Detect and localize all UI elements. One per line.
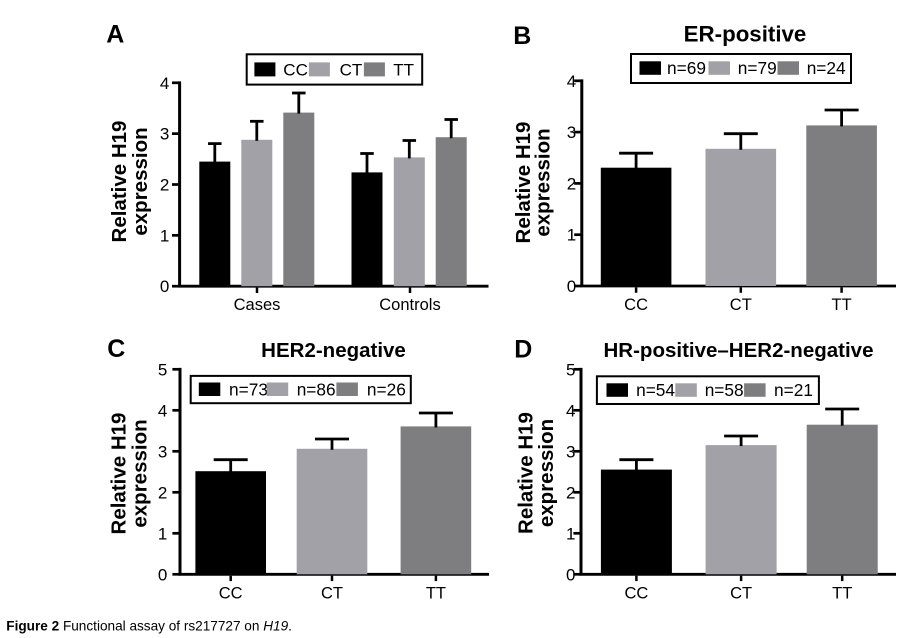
- svg-text:Cases: Cases: [234, 296, 281, 314]
- svg-text:4: 4: [567, 72, 576, 91]
- svg-text:4: 4: [160, 74, 169, 93]
- svg-text:A: A: [106, 21, 124, 49]
- svg-text:3: 3: [160, 125, 169, 144]
- svg-text:TT: TT: [426, 584, 446, 602]
- svg-text:5: 5: [566, 360, 575, 379]
- svg-text:Relative H19: Relative H19: [512, 122, 535, 244]
- svg-text:0: 0: [567, 277, 576, 296]
- svg-text:0: 0: [160, 277, 169, 296]
- svg-text:3: 3: [567, 123, 576, 142]
- svg-text:expression: expression: [129, 419, 152, 527]
- svg-text:HR-positive–HER2-negative: HR-positive–HER2-negative: [604, 339, 874, 362]
- svg-text:2: 2: [567, 174, 576, 193]
- svg-text:Relative H19: Relative H19: [515, 412, 538, 534]
- svg-text:CC: CC: [624, 296, 648, 314]
- svg-text:n=26: n=26: [367, 379, 406, 399]
- svg-text:CC: CC: [624, 584, 648, 602]
- svg-text:3: 3: [566, 442, 575, 461]
- svg-text:Relative H19: Relative H19: [108, 413, 131, 535]
- svg-text:CT: CT: [730, 584, 752, 602]
- svg-text:CT: CT: [730, 296, 752, 314]
- svg-text:2: 2: [160, 176, 169, 195]
- svg-text:CT: CT: [321, 584, 343, 602]
- svg-text:expression: expression: [532, 128, 555, 236]
- svg-text:n=73: n=73: [229, 379, 268, 399]
- svg-text:CC: CC: [219, 584, 243, 602]
- svg-text:CT: CT: [340, 60, 363, 79]
- svg-text:n=58: n=58: [705, 380, 744, 400]
- svg-text:4: 4: [566, 401, 575, 420]
- svg-text:Controls: Controls: [379, 296, 440, 314]
- svg-text:1: 1: [158, 524, 167, 543]
- svg-text:4: 4: [158, 401, 167, 420]
- svg-text:1: 1: [566, 524, 575, 543]
- svg-text:ER-positive: ER-positive: [684, 21, 807, 46]
- svg-text:CC: CC: [283, 60, 308, 79]
- svg-text:1: 1: [567, 226, 576, 245]
- svg-text:2: 2: [158, 483, 167, 502]
- svg-text:n=79: n=79: [738, 58, 777, 78]
- svg-text:n=54: n=54: [636, 380, 675, 400]
- svg-text:n=69: n=69: [667, 58, 706, 78]
- svg-text:TT: TT: [832, 584, 852, 602]
- svg-text:n=24: n=24: [807, 58, 846, 78]
- svg-text:n=21: n=21: [774, 380, 813, 400]
- svg-text:1: 1: [160, 226, 169, 245]
- svg-text:TT: TT: [393, 60, 414, 79]
- svg-text:0: 0: [566, 565, 575, 584]
- svg-text:2: 2: [566, 483, 575, 502]
- svg-text:D: D: [514, 336, 532, 364]
- svg-text:0: 0: [158, 565, 167, 584]
- svg-text:TT: TT: [832, 296, 852, 314]
- svg-text:5: 5: [158, 360, 167, 379]
- svg-text:3: 3: [158, 442, 167, 461]
- svg-text:expression: expression: [535, 419, 558, 527]
- svg-text:Figure 2 Functional assay of r: Figure 2 Functional assay of rs217727 on…: [6, 618, 292, 633]
- svg-text:Relative H19: Relative H19: [108, 121, 131, 243]
- svg-text:n=86: n=86: [297, 379, 336, 399]
- svg-text:C: C: [107, 335, 125, 363]
- svg-text:B: B: [513, 22, 531, 50]
- svg-text:expression: expression: [129, 127, 152, 235]
- svg-text:HER2-negative: HER2-negative: [261, 339, 406, 362]
